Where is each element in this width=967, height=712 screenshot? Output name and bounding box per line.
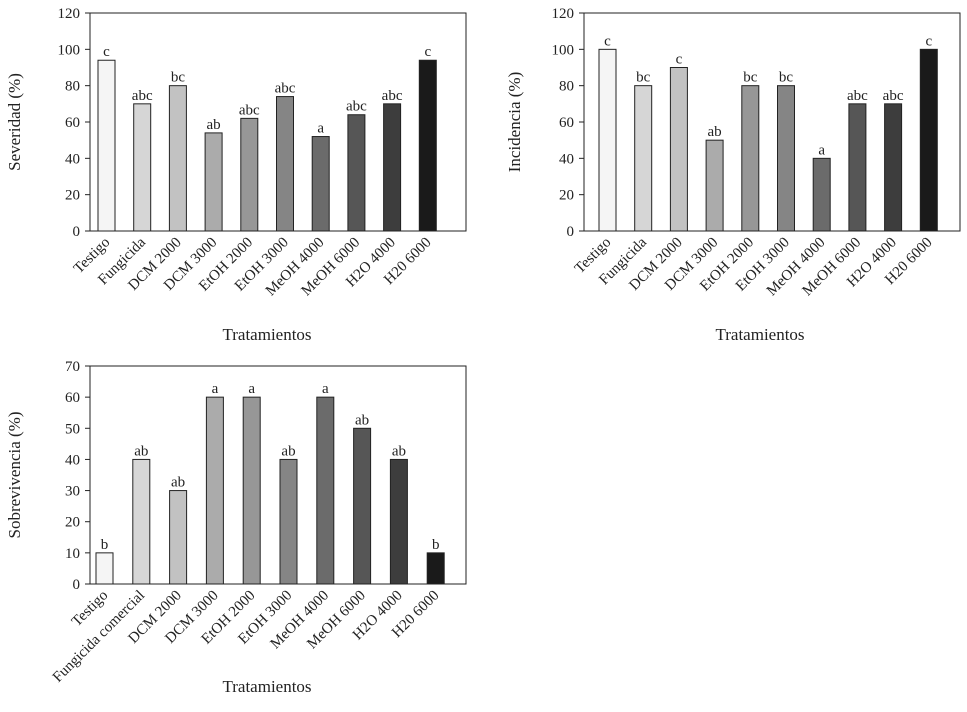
bar <box>316 396 335 585</box>
y-tick-label: 10 <box>65 546 80 562</box>
bar <box>812 157 831 232</box>
significance-label: a <box>212 381 219 397</box>
bar <box>132 458 151 585</box>
y-tick-label: 60 <box>65 115 80 131</box>
y-tick-label: 0 <box>73 224 81 240</box>
y-tick-label: 40 <box>65 151 80 167</box>
y-tick-label: 120 <box>552 6 575 22</box>
y-tick-label: 120 <box>58 6 81 22</box>
y-tick-label: 20 <box>559 188 574 204</box>
significance-label: abc <box>346 99 367 115</box>
bar <box>598 48 617 232</box>
bar <box>383 103 402 232</box>
significance-label: a <box>322 381 329 397</box>
bar <box>97 59 116 232</box>
bar <box>168 85 187 232</box>
significance-label: abc <box>239 102 260 118</box>
bar <box>347 114 366 232</box>
significance-label: b <box>101 537 109 553</box>
bar <box>133 103 152 232</box>
bar <box>205 396 224 585</box>
significance-label: c <box>424 44 431 60</box>
y-tick-label: 70 <box>65 359 80 375</box>
significance-label: bc <box>779 70 794 86</box>
significance-label: abc <box>275 81 296 97</box>
bar <box>705 139 724 232</box>
y-tick-label: 40 <box>559 151 574 167</box>
significance-label: bc <box>171 70 186 86</box>
significance-label: c <box>604 33 611 49</box>
bar <box>95 552 114 585</box>
significance-label: bc <box>636 70 651 86</box>
significance-label: c <box>925 33 932 49</box>
bar <box>353 427 372 585</box>
y-tick-label: 60 <box>559 115 574 131</box>
significance-label: ab <box>392 443 406 459</box>
significance-label: b <box>432 537 440 553</box>
significance-label: a <box>248 381 255 397</box>
y-axis-label: Incidencia (%) <box>505 72 524 173</box>
bar <box>169 490 188 585</box>
x-axis-label: Tratamientos <box>222 677 311 696</box>
significance-label: c <box>103 44 110 60</box>
y-tick-label: 0 <box>73 577 81 593</box>
significance-label: ab <box>281 443 295 459</box>
bar <box>848 103 867 232</box>
significance-label: a <box>317 121 324 137</box>
significance-label: ab <box>207 117 221 133</box>
y-tick-label: 20 <box>65 515 80 531</box>
bar <box>311 136 330 232</box>
significance-label: c <box>676 52 683 68</box>
bar <box>242 396 261 585</box>
y-tick-label: 30 <box>65 484 80 500</box>
bar <box>426 552 445 585</box>
bar <box>884 103 903 232</box>
y-tick-label: 80 <box>559 79 574 95</box>
y-tick-label: 40 <box>65 452 80 468</box>
y-tick-label: 80 <box>65 79 80 95</box>
y-tick-label: 20 <box>65 188 80 204</box>
significance-label: ab <box>134 443 148 459</box>
y-tick-label: 0 <box>567 224 575 240</box>
bar <box>777 85 795 232</box>
y-axis-label: Sobrevivencia (%) <box>5 412 24 539</box>
x-axis-label: Tratamientos <box>222 325 311 344</box>
bar <box>279 458 298 585</box>
significance-label: abc <box>883 88 904 104</box>
y-tick-label: 100 <box>552 42 575 58</box>
x-axis-label: Tratamientos <box>715 325 804 344</box>
y-tick-label: 100 <box>58 42 81 58</box>
y-tick-label: 60 <box>65 390 80 406</box>
bar <box>389 458 408 585</box>
significance-label: abc <box>382 88 403 104</box>
bar <box>276 96 294 232</box>
significance-label: bc <box>743 70 758 86</box>
bar <box>240 117 259 232</box>
y-axis-label: Severidad (%) <box>5 73 24 171</box>
bar <box>919 48 938 232</box>
significance-label: abc <box>847 88 868 104</box>
bar <box>741 85 760 232</box>
bar <box>669 67 688 232</box>
plot-frame <box>89 365 467 585</box>
bar <box>204 132 223 232</box>
significance-label: a <box>818 142 825 158</box>
significance-label: ab <box>171 475 185 491</box>
significance-label: abc <box>132 88 153 104</box>
y-tick-label: 50 <box>65 421 80 437</box>
significance-label: ab <box>708 124 722 140</box>
bar <box>418 59 437 232</box>
significance-label: ab <box>355 412 369 428</box>
bar <box>634 85 653 232</box>
